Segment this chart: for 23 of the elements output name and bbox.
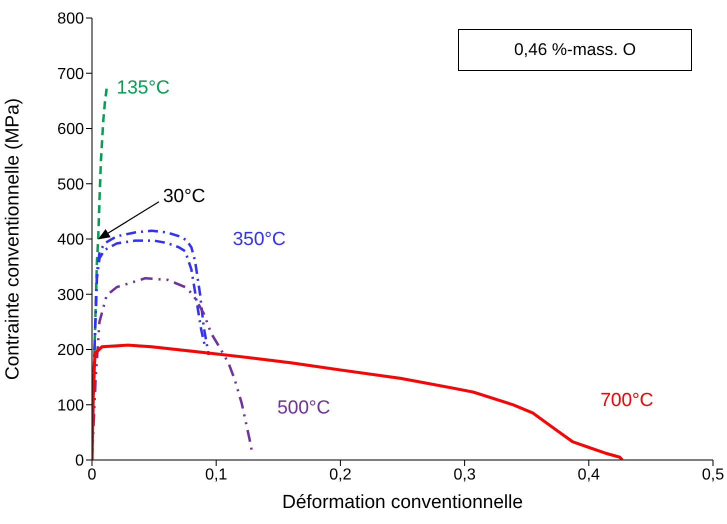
x-tick-label: 0,4 [578,466,600,484]
y-tick-label: 400 [57,232,84,249]
x-axis-title: Déformation conventionnelle [282,492,523,513]
x-tick-label: 0,1 [205,466,228,484]
y-tick-label: 0 [75,452,84,470]
text: 350°C [232,229,286,250]
y-axis-title: Contrainte conventionnelle (MPa) [2,98,24,380]
y-tick-label: 200 [57,342,84,360]
y-tick-label: 800 [57,10,84,28]
annotation: 30°C [162,186,206,207]
text: 700°C [600,390,654,411]
x-tick-label: 0,3 [453,466,476,484]
series-label: 500°C [277,397,330,418]
y-tick-label: 100 [57,397,84,414]
y-tick-label: 700 [57,66,84,83]
x-tick-label: 0,5 [702,466,724,484]
y-tick-label: 500 [57,176,84,194]
x-tick-label: 0 [88,466,97,484]
y-tick-label: 300 [57,286,84,304]
note-frame: 0,46 %-mass. O [458,29,692,71]
series-label: 135°C [116,78,170,99]
x-tick-label: 0,2 [329,466,352,484]
y-tick-label: 600 [57,121,84,138]
